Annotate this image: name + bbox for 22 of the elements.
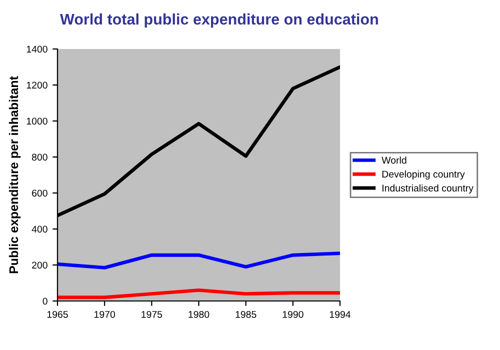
y-tick-label: 200 (32, 262, 48, 269)
y-axis-title: Public expenditure per inhabitant (8, 76, 21, 274)
legend-label: Industrialised country (382, 184, 474, 194)
line-series (58, 288, 340, 300)
y-tick-label: 800 (32, 154, 48, 161)
y-tick-label: 600 (32, 190, 48, 197)
y-tick-label: 400 (32, 226, 48, 233)
x-tick-label: 1990 (282, 310, 304, 318)
y-tick-label: 1400 (26, 46, 48, 53)
x-tick-label: 1994 (330, 310, 351, 318)
x-tick-label: 1970 (94, 310, 116, 318)
legend-label: Developing country (382, 170, 465, 180)
x-tick-label: 1985 (236, 310, 256, 318)
y-tick-label: 1200 (26, 82, 48, 89)
line-series (58, 252, 340, 270)
x-tick-label: 1975 (142, 310, 162, 318)
y-tick-label: 0 (42, 298, 48, 305)
chart-title: World total public expenditure on education (60, 13, 378, 28)
x-tick-label: 1965 (47, 310, 68, 318)
legend-label: World (382, 156, 406, 164)
x-tick-label: 1980 (188, 310, 210, 318)
y-tick-label: 1000 (26, 118, 48, 125)
